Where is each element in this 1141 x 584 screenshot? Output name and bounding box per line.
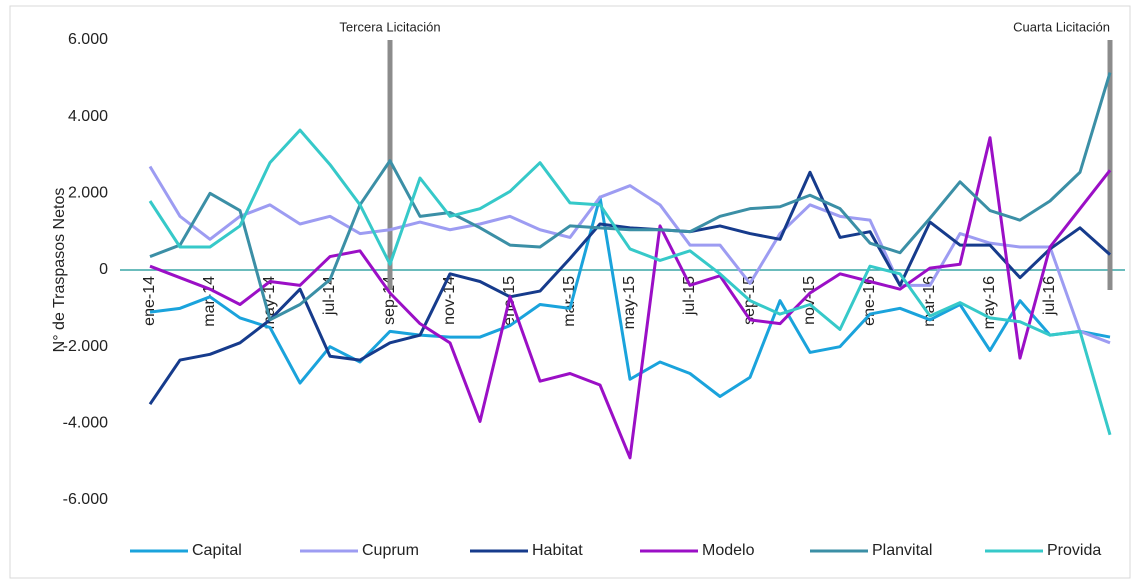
x-tick-label: jul-15 <box>681 276 698 316</box>
series-line <box>148 170 1112 406</box>
y-tick-label: 2.000 <box>68 185 108 202</box>
series-line <box>148 165 1111 345</box>
series-line <box>149 72 1112 322</box>
legend-label: Modelo <box>702 542 755 559</box>
x-tick-label: nov-15 <box>801 276 818 325</box>
annotation-text: Cuarta Licitación <box>1013 19 1110 34</box>
series-line <box>149 195 1111 398</box>
y-tick-label: -4.000 <box>63 415 108 432</box>
y-tick-label: 6.000 <box>68 31 108 48</box>
x-tick-label: may-16 <box>981 276 998 329</box>
y-tick-label: 4.000 <box>68 108 108 125</box>
annotation-line <box>387 40 393 290</box>
annotation-text: Tercera Licitación <box>339 19 440 34</box>
x-tick-label: jul-14 <box>321 276 338 316</box>
y-tick-label: -6.000 <box>63 491 108 508</box>
series-line <box>148 128 1112 436</box>
annotation-line <box>1107 40 1113 290</box>
legend-label: Habitat <box>532 542 583 559</box>
y-tick-label: -2.000 <box>63 338 108 355</box>
legend-label: Provida <box>1047 542 1101 559</box>
chart-border <box>9 5 1131 579</box>
x-tick-label: nov-14 <box>441 276 458 325</box>
x-tick-label: may-15 <box>621 276 638 329</box>
y-axis-label: N° de Traspasos Netos <box>51 188 68 353</box>
legend-label: Capital <box>192 542 242 559</box>
x-tick-label: ene-14 <box>141 276 158 326</box>
series-line <box>149 136 1112 460</box>
y-tick-label: 0 <box>99 261 108 278</box>
legend-label: Cuprum <box>362 542 419 559</box>
x-tick-label: jul-16 <box>1041 276 1058 316</box>
legend-label: Planvital <box>872 542 932 559</box>
